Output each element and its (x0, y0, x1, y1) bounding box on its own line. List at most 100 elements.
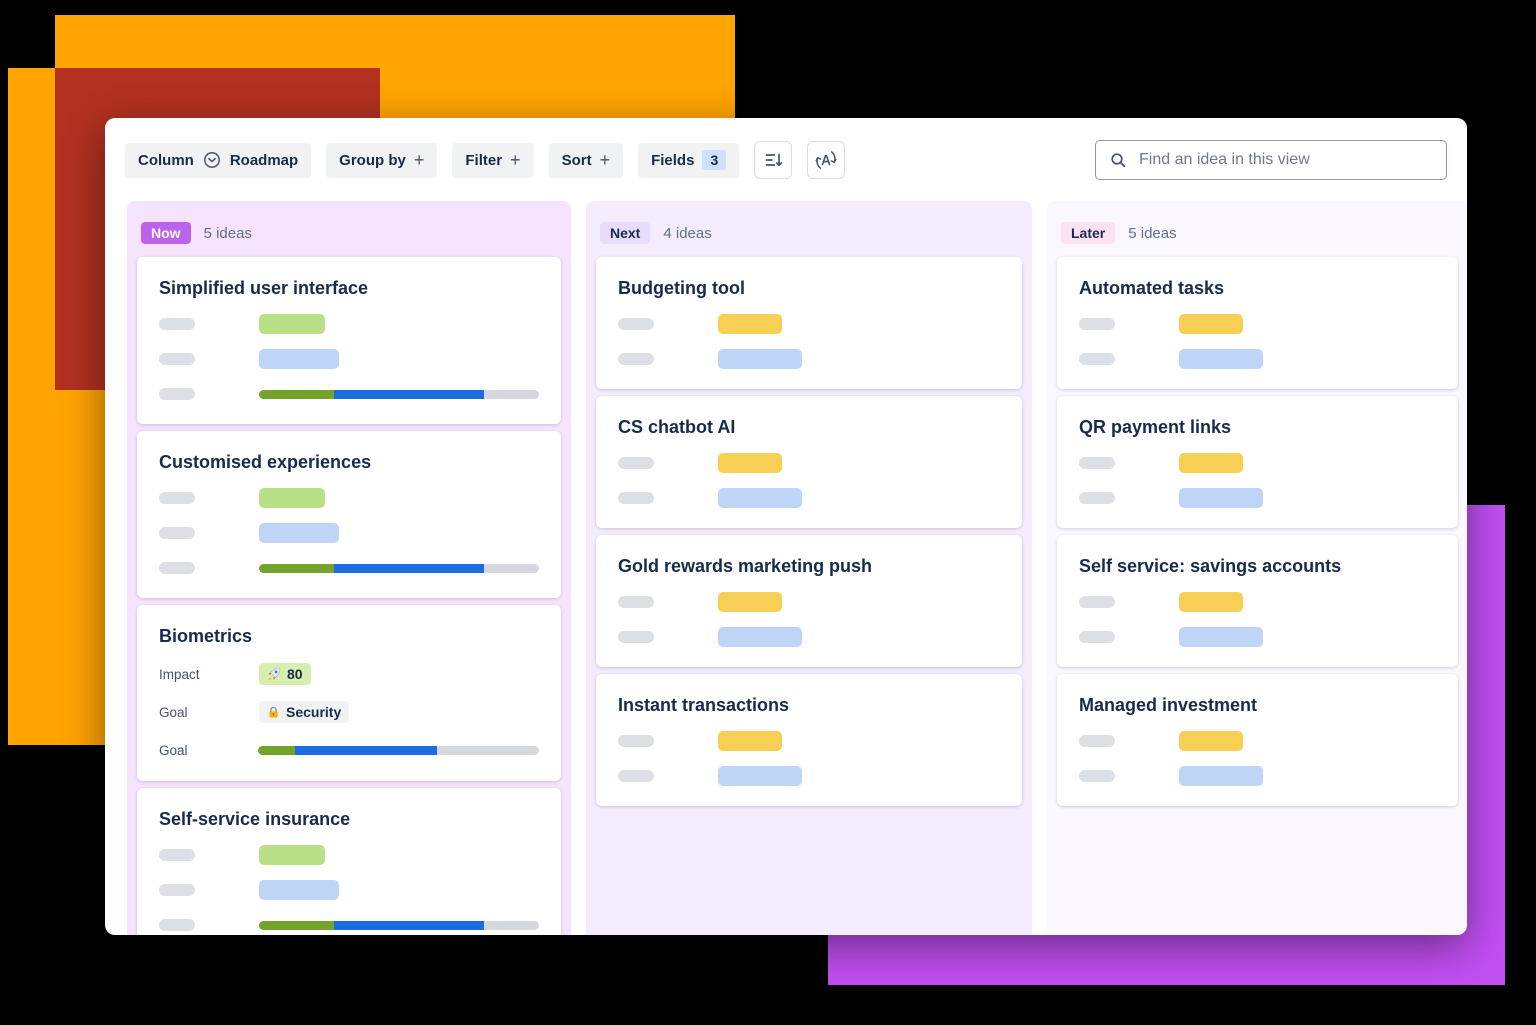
column-header: Now 5 ideas (127, 201, 571, 257)
skeleton-row (1079, 349, 1436, 369)
kanban-column-next: Next 4 ideas Budgeting tool CS chatbot AI Go… (586, 201, 1032, 935)
column-header: Next 4 ideas (586, 201, 1032, 257)
progress-segment (294, 745, 438, 755)
skeleton-row (159, 845, 539, 865)
field-label: Goal (159, 742, 188, 758)
search-icon (1108, 150, 1128, 170)
field-value-text: 80 (287, 666, 303, 682)
idea-card[interactable]: Gold rewards marketing push (596, 535, 1022, 667)
skeleton-row (618, 453, 1000, 473)
column-selector-chip[interactable]: Column Roadmap (125, 142, 312, 178)
idea-card[interactable]: Instant transactions (596, 674, 1022, 806)
field-value-badge: 80 (259, 663, 311, 685)
idea-card-title: Managed investment (1079, 695, 1258, 715)
column-header: Later 5 ideas (1047, 201, 1467, 257)
skeleton-label-pill (159, 388, 195, 400)
skeleton-label-pill (1079, 735, 1115, 747)
skeleton-row (159, 915, 539, 935)
skeleton-value-pill (1179, 766, 1263, 786)
idea-card-title: Biometrics (159, 626, 253, 646)
idea-card-title: Gold rewards marketing push (618, 556, 873, 576)
skeleton-label-pill (618, 353, 654, 365)
skeleton-label-pill (1079, 318, 1115, 330)
translate-button[interactable] (807, 141, 846, 179)
skeleton-label-pill (618, 596, 654, 608)
plus-icon: + (413, 150, 425, 170)
skeleton-label-pill (159, 562, 195, 574)
kanban-column-later: Later 5 ideas Automated tasks QR payment li… (1047, 201, 1467, 935)
skeleton-value-pill (259, 349, 339, 369)
idea-card-title: Instant transactions (618, 695, 790, 715)
row-display-settings-button[interactable] (754, 141, 793, 179)
progress-segment (257, 745, 295, 755)
idea-card[interactable]: Budgeting tool (596, 257, 1022, 389)
skeleton-label-pill (159, 884, 195, 896)
progress-bar (258, 920, 539, 930)
search-box (1095, 140, 1447, 180)
skeleton-value-pill (718, 453, 782, 473)
skeleton-value-pill (718, 314, 782, 334)
idea-card-title: Automated tasks (1079, 278, 1225, 298)
skeleton-label-pill (618, 318, 654, 330)
search-input[interactable] (1137, 150, 1434, 170)
skeleton-value-pill (1179, 731, 1243, 751)
skeleton-value-pill (259, 488, 325, 508)
skeleton-row (1079, 314, 1436, 334)
filter-button[interactable]: Filter + (452, 142, 534, 178)
idea-card-title: CS chatbot AI (618, 417, 736, 437)
progress-bar (257, 745, 539, 755)
skeleton-label-pill (159, 527, 195, 539)
column-idea-count: 5 ideas (203, 224, 252, 242)
progress-segment (483, 563, 539, 573)
progress-segment (258, 389, 334, 399)
card-field-row: Goal Security (159, 701, 539, 723)
group-by-button[interactable]: Group by + (326, 142, 438, 178)
card-field-row: Impact 80 (159, 663, 539, 685)
skeleton-label-pill (618, 492, 654, 504)
skeleton-label-pill (1079, 457, 1115, 469)
idea-card[interactable]: Automated tasks (1057, 257, 1458, 389)
skeleton-label-pill (618, 631, 654, 643)
skeleton-row (618, 349, 1000, 369)
cards-list: Budgeting tool CS chatbot AI Gold rewards … (586, 257, 1032, 806)
column-selector-label: Column (138, 151, 194, 169)
idea-card[interactable]: Simplified user interface (137, 257, 561, 424)
idea-card[interactable]: Biometrics Impact 80 Goal Security Goal (137, 605, 561, 781)
skeleton-label-pill (618, 735, 654, 747)
skeleton-row (159, 314, 539, 334)
skeleton-row (618, 627, 1000, 647)
skeleton-row (618, 592, 1000, 612)
idea-card[interactable]: Customised experiences (137, 431, 561, 598)
toolbar: Column Roadmap Group by + Filter + Sort … (105, 118, 1467, 180)
skeleton-value-pill (1179, 314, 1243, 334)
column-status-badge: Next (600, 222, 651, 244)
idea-card-title: Simplified user interface (159, 278, 369, 298)
skeleton-label-pill (618, 770, 654, 782)
skeleton-row (159, 488, 539, 508)
idea-card[interactable]: Self service: savings accounts (1057, 535, 1458, 667)
field-label: Goal (159, 704, 188, 720)
skeleton-row (159, 523, 539, 543)
sort-button[interactable]: Sort + (548, 142, 624, 178)
idea-card[interactable]: Self-service insurance (137, 788, 561, 935)
progress-segment (437, 745, 539, 755)
fields-button[interactable]: Fields 3 (638, 142, 740, 178)
skeleton-row (159, 349, 539, 369)
sort-label: Sort (561, 151, 592, 169)
skeleton-value-pill (259, 314, 325, 334)
idea-card[interactable]: Managed investment (1057, 674, 1458, 806)
rocket-icon (267, 667, 281, 681)
idea-card-title: Customised experiences (159, 452, 372, 472)
skeleton-row (1079, 766, 1436, 786)
progress-segment (333, 920, 484, 930)
skeleton-value-pill (1179, 349, 1263, 369)
skeleton-row (1079, 731, 1436, 751)
column-selector-value: Roadmap (229, 151, 299, 169)
skeleton-value-pill (1179, 453, 1243, 473)
skeleton-value-pill (718, 592, 782, 612)
skeleton-label-pill (1079, 596, 1115, 608)
idea-card[interactable]: CS chatbot AI (596, 396, 1022, 528)
skeleton-row (159, 558, 539, 578)
skeleton-label-pill (159, 492, 195, 504)
idea-card[interactable]: QR payment links (1057, 396, 1458, 528)
